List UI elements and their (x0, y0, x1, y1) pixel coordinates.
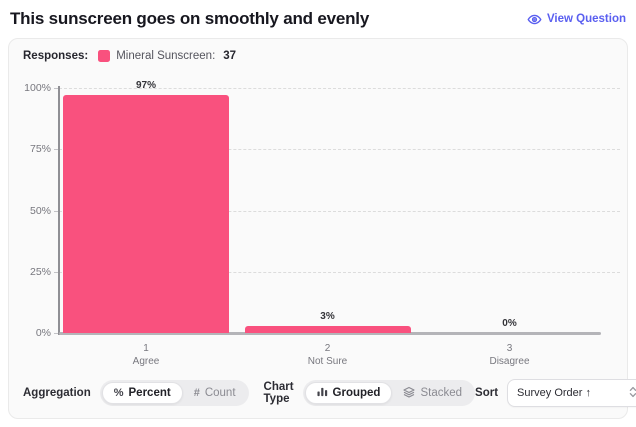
gridline-25 (59, 271, 620, 273)
y-axis-tick-mark (54, 88, 58, 89)
select-stepper-icon (629, 386, 636, 401)
x-axis-category-label: 2 Not Sure (307, 343, 348, 367)
y-axis-tick-mark (54, 271, 58, 273)
grouped-bars-icon (317, 386, 328, 400)
view-question-label: View Question (546, 13, 626, 25)
percent-toggle-label: Percent (128, 387, 171, 399)
legend-series-count: 37 (223, 50, 237, 62)
gridline-75 (59, 149, 620, 151)
legend-swatch (98, 50, 111, 62)
y-axis-tick-label: 25% (29, 265, 51, 278)
y-axis-tick-label: 100% (24, 82, 51, 94)
stacked-toggle-button[interactable]: Stacked (392, 382, 473, 404)
stacked-layers-icon (403, 386, 416, 401)
legend: Responses: Mineral Sunscreen: 37 (23, 50, 236, 62)
bar-chart: 0% 25% 50% 75% 100% 97% 1 Agree 3% 2 Not Sure 0% 3 Di… (9, 39, 627, 418)
gridline-100 (59, 88, 620, 89)
chart-card: Responses: Mineral Sunscreen: 37 0% 25% 50… (8, 38, 636, 419)
sort-label: Sort (475, 387, 499, 399)
count-toggle-button[interactable]: # Count (183, 382, 247, 404)
grouped-toggle-button[interactable]: Grouped (304, 382, 393, 404)
y-axis-tick-label: 0% (35, 327, 51, 339)
y-axis-tick-label: 50% (29, 204, 51, 217)
x-axis-line (59, 332, 601, 335)
view-question-button[interactable]: View Question (527, 12, 626, 27)
page-title: This sunscreen goes on smoothly and even… (10, 9, 370, 28)
legend-series-label: Mineral Sunscreen: (116, 50, 216, 62)
count-toggle-label: Count (204, 387, 236, 399)
responses-label: Responses: (23, 50, 89, 62)
x-axis-category-label: 3 Disagree (489, 343, 530, 367)
sort-dropdown-value: Survey Order ↑ (517, 387, 591, 399)
gridline-50 (59, 210, 620, 212)
y-axis-tick-mark (54, 333, 58, 334)
header: This sunscreen goes on smoothly and even… (10, 6, 626, 32)
hash-icon: # (193, 387, 200, 399)
aggregation-label: Aggregation (23, 387, 91, 399)
percent-icon: % (113, 387, 124, 399)
y-axis-tick-mark (54, 149, 58, 151)
eye-icon (527, 12, 542, 27)
bar-agree[interactable] (63, 95, 229, 333)
x-axis-category-label: 1 Agree (132, 343, 160, 367)
chart-type-segmented-control: Grouped Stacked (302, 380, 476, 406)
grouped-toggle-label: Grouped (332, 387, 381, 399)
bar-value-label: 97% (135, 80, 156, 92)
toolbar-left-group: Aggregation % Percent # Count Chart Type (23, 380, 476, 406)
y-axis-line (58, 86, 60, 335)
bar-not-sure[interactable] (244, 325, 411, 333)
chart-toolbar: Aggregation % Percent # Count Chart Type (23, 379, 636, 407)
bar-value-label: 3% (320, 310, 335, 322)
y-axis-tick-mark (54, 210, 58, 212)
percent-toggle-button[interactable]: % Percent (101, 382, 183, 404)
stacked-toggle-label: Stacked (420, 387, 463, 399)
chart-type-label: Chart Type (263, 381, 294, 405)
sort-dropdown[interactable]: Survey Order ↑ (507, 379, 636, 407)
toolbar-right-group: Sort Survey Order ↑ (475, 379, 636, 407)
y-axis-tick-label: 75% (29, 143, 51, 156)
aggregation-segmented-control: % Percent # Count (99, 380, 249, 406)
bar-value-label: 0% (502, 318, 517, 329)
